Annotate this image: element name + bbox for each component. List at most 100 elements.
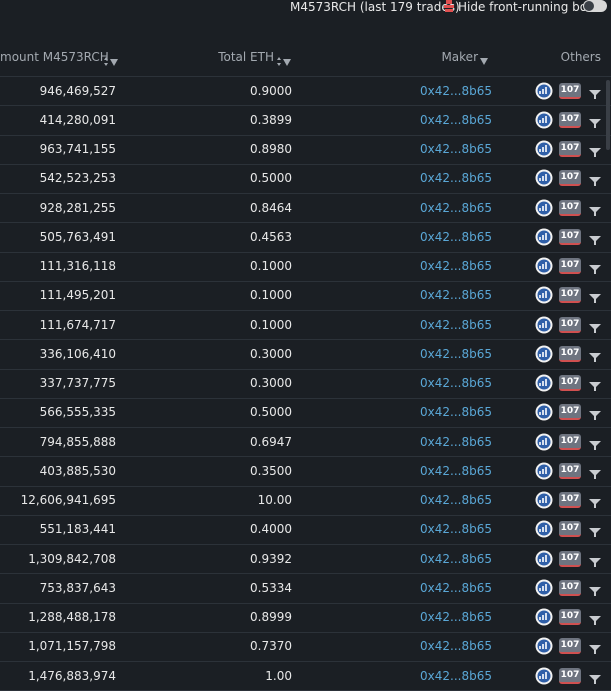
maker-address[interactable]: 0x42...8b65 bbox=[420, 229, 492, 244]
maker-address[interactable]: 0x42...8b65 bbox=[420, 522, 492, 537]
trade-count-badge[interactable]: 107 bbox=[559, 375, 581, 392]
chart-icon[interactable] bbox=[535, 286, 553, 304]
maker-address[interactable]: 0x42...8b65 bbox=[420, 493, 492, 508]
trade-count-badge[interactable]: 107 bbox=[559, 345, 581, 362]
trade-count-badge[interactable]: 107 bbox=[559, 433, 581, 450]
chart-icon[interactable] bbox=[535, 111, 553, 129]
chart-icon[interactable] bbox=[535, 637, 553, 655]
trade-count-badge[interactable]: 107 bbox=[559, 316, 581, 333]
filter-icon[interactable] bbox=[589, 114, 601, 128]
filter-icon[interactable] bbox=[589, 582, 601, 596]
maker-address[interactable]: 0x42...8b65 bbox=[420, 434, 492, 449]
trade-count-badge[interactable]: 107 bbox=[559, 550, 581, 567]
row-separator bbox=[0, 281, 611, 282]
row-separator bbox=[0, 515, 611, 516]
filter-icon[interactable] bbox=[589, 494, 601, 509]
trade-count-badge[interactable]: 107 bbox=[559, 638, 581, 655]
trade-count-badge[interactable]: 107 bbox=[559, 462, 581, 479]
total-eth: 0.4000 bbox=[250, 522, 292, 537]
trade-count-badge[interactable]: 107 bbox=[559, 579, 581, 596]
total-eth: 0.1000 bbox=[250, 259, 292, 274]
chart-icon[interactable] bbox=[535, 667, 553, 685]
filter-icon[interactable] bbox=[589, 436, 601, 450]
maker-address[interactable]: 0x42...8b65 bbox=[420, 639, 492, 654]
filter-icon[interactable] bbox=[589, 231, 601, 245]
chart-icon[interactable] bbox=[535, 257, 553, 275]
chart-icon[interactable] bbox=[535, 462, 553, 480]
chart-icon[interactable] bbox=[535, 228, 553, 246]
filter-icon[interactable] bbox=[589, 465, 601, 479]
filter-icon[interactable] bbox=[589, 611, 601, 626]
chart-icon[interactable] bbox=[535, 608, 553, 626]
chart-icon[interactable] bbox=[535, 520, 553, 538]
filter-icon[interactable] bbox=[589, 377, 601, 392]
trade-count-badge[interactable]: 107 bbox=[559, 404, 581, 421]
chart-icon[interactable] bbox=[535, 82, 553, 100]
filter-icon[interactable] bbox=[478, 52, 490, 65]
trade-count-badge[interactable]: 107 bbox=[559, 82, 581, 99]
amount: 12,606,941,695 bbox=[20, 493, 116, 508]
sort-icon[interactable] bbox=[104, 52, 118, 66]
filter-icon[interactable] bbox=[589, 348, 601, 362]
maker-address[interactable]: 0x42...8b65 bbox=[420, 288, 492, 303]
maker-address[interactable]: 0x42...8b65 bbox=[420, 463, 492, 478]
maker-address[interactable]: 0x42...8b65 bbox=[420, 376, 492, 391]
total-eth: 0.3500 bbox=[250, 463, 292, 478]
filter-icon[interactable] bbox=[589, 319, 601, 333]
chart-icon[interactable] bbox=[535, 345, 553, 363]
total-eth: 10.00 bbox=[257, 493, 292, 508]
maker-address[interactable]: 0x42...8b65 bbox=[420, 112, 492, 127]
maker-address[interactable]: 0x42...8b65 bbox=[420, 317, 492, 332]
trade-count-badge[interactable]: 107 bbox=[559, 521, 581, 538]
sort-icon[interactable] bbox=[277, 52, 291, 66]
chart-icon[interactable] bbox=[535, 550, 553, 568]
filter-icon[interactable] bbox=[589, 406, 601, 421]
filter-icon[interactable] bbox=[589, 172, 601, 187]
maker-address[interactable]: 0x42...8b65 bbox=[420, 610, 492, 625]
trade-count-badge[interactable]: 107 bbox=[559, 199, 581, 216]
maker-address[interactable]: 0x42...8b65 bbox=[420, 668, 492, 683]
trade-count-badge[interactable]: 107 bbox=[559, 141, 581, 158]
maker-address[interactable]: 0x42...8b65 bbox=[420, 171, 492, 186]
filter-icon[interactable] bbox=[589, 85, 601, 99]
chart-icon[interactable] bbox=[535, 579, 553, 597]
chart-icon[interactable] bbox=[535, 169, 553, 187]
toggle-label: Hide front-running bots bbox=[458, 0, 599, 14]
trade-count-badge[interactable]: 107 bbox=[559, 667, 581, 684]
maker-address[interactable]: 0x42...8b65 bbox=[420, 259, 492, 274]
filter-icon[interactable] bbox=[589, 670, 601, 684]
filter-icon[interactable] bbox=[589, 289, 601, 304]
toggle[interactable] bbox=[583, 0, 607, 12]
maker-address[interactable]: 0x42...8b65 bbox=[420, 580, 492, 595]
trade-count-badge[interactable]: 107 bbox=[559, 492, 581, 509]
filter-icon[interactable] bbox=[589, 553, 601, 567]
filter-icon[interactable] bbox=[589, 523, 601, 538]
chart-icon[interactable] bbox=[535, 491, 553, 509]
maker-address[interactable]: 0x42...8b65 bbox=[420, 142, 492, 157]
trade-count-badge[interactable]: 107 bbox=[559, 287, 581, 304]
maker-address[interactable]: 0x42...8b65 bbox=[420, 346, 492, 361]
trade-count-badge[interactable]: 107 bbox=[559, 609, 581, 626]
total-eth: 0.3899 bbox=[250, 112, 292, 127]
maker-address[interactable]: 0x42...8b65 bbox=[420, 551, 492, 566]
maker-address[interactable]: 0x42...8b65 bbox=[420, 200, 492, 215]
trade-count-badge[interactable]: 107 bbox=[559, 258, 581, 275]
filter-icon[interactable] bbox=[589, 202, 601, 216]
chart-icon[interactable] bbox=[535, 316, 553, 334]
column-header: mount M4573RCH bbox=[0, 50, 109, 64]
trade-count-badge[interactable]: 107 bbox=[559, 228, 581, 245]
filter-icon[interactable] bbox=[589, 640, 601, 655]
trade-count-badge[interactable]: 107 bbox=[559, 111, 581, 128]
filter-icon[interactable] bbox=[589, 143, 601, 158]
maker-address[interactable]: 0x42...8b65 bbox=[420, 83, 492, 98]
chart-icon[interactable] bbox=[535, 199, 553, 217]
maker-address[interactable]: 0x42...8b65 bbox=[420, 405, 492, 420]
total-eth: 0.6947 bbox=[250, 434, 292, 449]
chart-icon[interactable] bbox=[535, 403, 553, 421]
filter-icon[interactable] bbox=[589, 260, 601, 275]
chart-icon[interactable] bbox=[535, 433, 553, 451]
chart-icon[interactable] bbox=[535, 140, 553, 158]
trade-count-badge[interactable]: 107 bbox=[559, 170, 581, 187]
chart-icon[interactable] bbox=[535, 374, 553, 392]
